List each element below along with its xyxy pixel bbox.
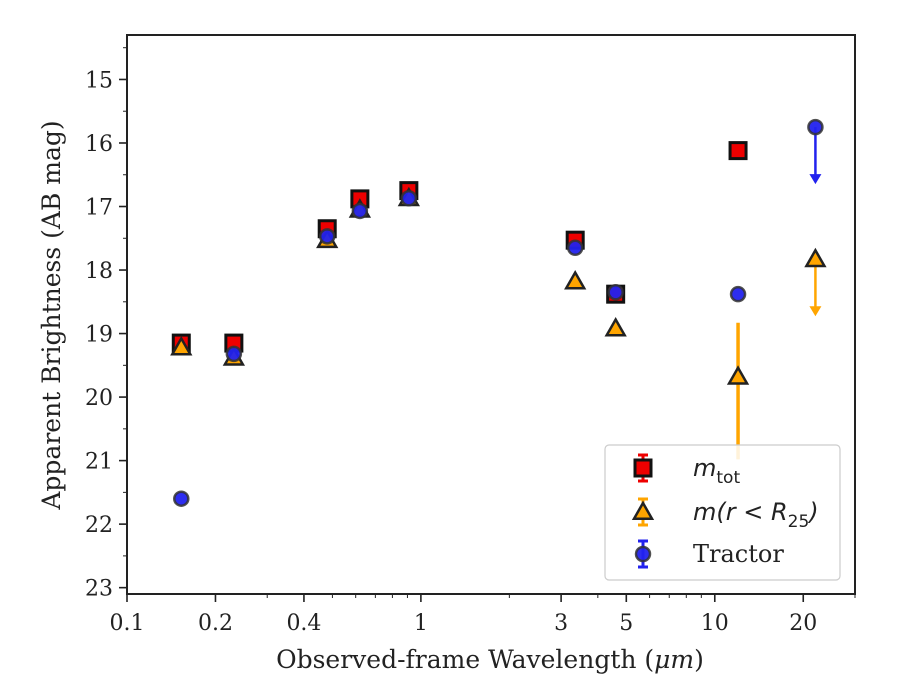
x-axis-label-suffix: ) (694, 645, 704, 674)
y-tick-label: 22 (85, 513, 113, 538)
y-tick-label: 20 (85, 386, 113, 411)
data-point (170, 336, 193, 356)
legend-label-subscript: 25 (788, 512, 810, 532)
x-tick-label: 1 (414, 611, 428, 636)
legend-label-base: Tractor (693, 540, 784, 568)
data-point (351, 202, 369, 220)
y-tick-label: 21 (85, 450, 113, 475)
y-tick-label: 15 (85, 68, 113, 93)
legend-label-base: m(r < R (693, 498, 788, 526)
y-tick-label: 23 (85, 577, 113, 602)
y-axis-ticks: 15 16 17 18 19 20 21 22 23 (85, 47, 127, 602)
upper-limit-arrow-head (809, 306, 822, 317)
data-point (173, 490, 190, 507)
x-axis-label: Observed-frame Wavelength (μm) (276, 645, 704, 674)
data-point (804, 247, 827, 268)
x-axis-label-unit: μm (654, 645, 694, 674)
legend-label-subscript: tot (716, 468, 740, 488)
x-tick-label: 0.1 (110, 611, 145, 636)
data-series (170, 118, 827, 507)
legend-marker (631, 500, 655, 520)
legend-marker (633, 458, 653, 478)
data-point (604, 316, 627, 337)
upper-limit-arrow-head (809, 174, 822, 185)
data-point (728, 141, 748, 161)
y-tick-label: 16 (85, 132, 113, 157)
series-m-tot (171, 141, 748, 353)
legend-label-rest: ) (807, 498, 818, 526)
legend-label-base: m (693, 454, 716, 482)
data-point (400, 190, 418, 207)
y-axis-label: Apparent Brightness (AB mag) (37, 120, 66, 510)
data-point (566, 239, 584, 257)
series-tractor (173, 118, 824, 507)
data-point (607, 284, 624, 301)
legend-box (604, 444, 841, 581)
x-tick-label: 3 (554, 611, 568, 636)
data-point (318, 228, 336, 245)
x-tick-label: 5 (619, 611, 633, 636)
data-point (726, 365, 750, 385)
plot-frame (126, 34, 856, 595)
legend-marker (634, 545, 652, 563)
y-tick-label: 17 (85, 196, 113, 221)
x-axis-label-prefix: Observed-frame Wavelength ( (276, 645, 654, 674)
plot-area (126, 34, 856, 595)
series-m-r-r25 (170, 186, 827, 460)
x-axis-ticks: 0.1 0.2 0.4 1 3 5 10 20 (110, 594, 856, 636)
y-tick-label: 18 (85, 259, 113, 284)
data-point (807, 118, 824, 136)
legend-label: mtot (693, 454, 740, 488)
x-tick-label: 0.2 (198, 611, 233, 636)
data-point (564, 269, 587, 290)
legend: mtot m(r < R25) Tractor (604, 444, 841, 581)
x-tick-label: 10 (701, 611, 729, 636)
x-tick-label: 0.4 (286, 611, 321, 636)
data-point (729, 285, 747, 303)
y-tick-label: 19 (85, 323, 113, 348)
data-point (225, 345, 243, 363)
x-tick-label: 20 (789, 611, 817, 636)
legend-label: Tractor (693, 540, 784, 568)
legend-label: m(r < R25) (693, 498, 819, 532)
